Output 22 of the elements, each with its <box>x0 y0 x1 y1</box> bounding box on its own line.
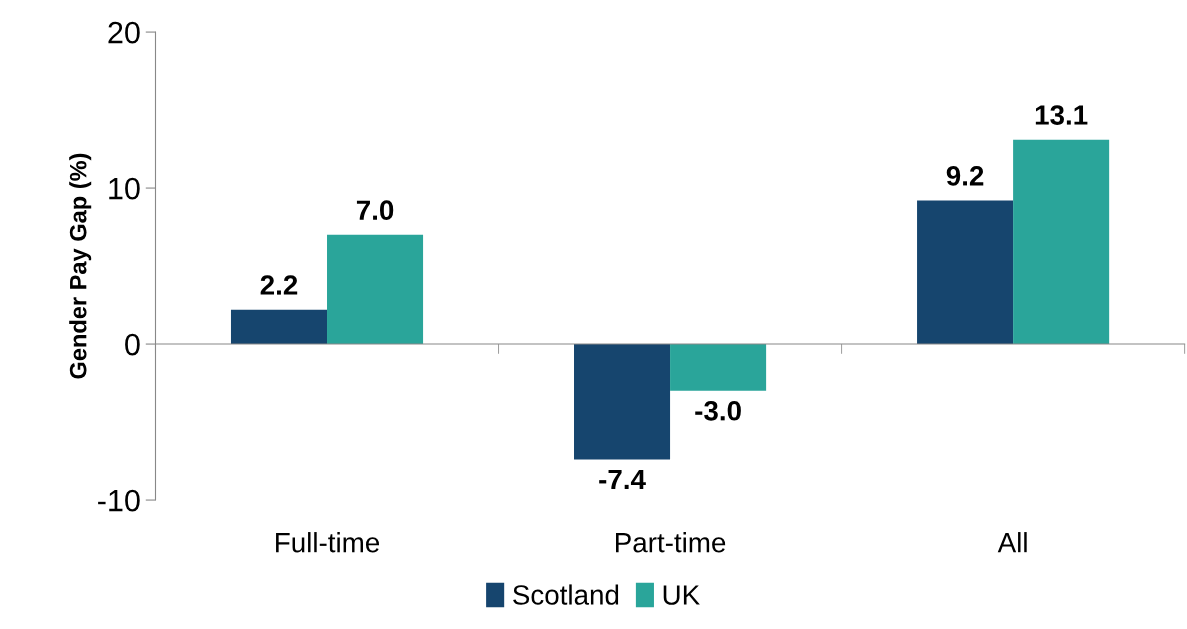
data-label: 9.2 <box>946 166 984 186</box>
legend-label: Scotland <box>513 584 619 605</box>
y-tick-label: 20 <box>108 21 140 44</box>
legend-label: UK <box>663 585 700 605</box>
y-tick-label: -10 <box>98 489 140 512</box>
data-label: -7.4 <box>599 469 646 489</box>
data-label: 2.2 <box>260 275 298 295</box>
bar <box>574 344 671 460</box>
x-tick-label: Full-time <box>276 532 380 553</box>
bar <box>1013 139 1110 345</box>
bar <box>917 200 1014 345</box>
y-axis-title: Gender Pay Gap (%) <box>69 153 92 379</box>
x-tick-label: All <box>997 532 1027 553</box>
bar <box>670 344 767 391</box>
y-tick-label: 10 <box>109 177 140 200</box>
bar <box>230 309 328 345</box>
y-tick-label: 0 <box>125 333 140 356</box>
data-label: -3.0 <box>695 400 741 421</box>
bar <box>327 234 424 345</box>
x-tick-label: Part-time <box>616 532 726 553</box>
data-label: 7.0 <box>356 200 394 221</box>
data-label: 13.1 <box>1035 105 1088 125</box>
